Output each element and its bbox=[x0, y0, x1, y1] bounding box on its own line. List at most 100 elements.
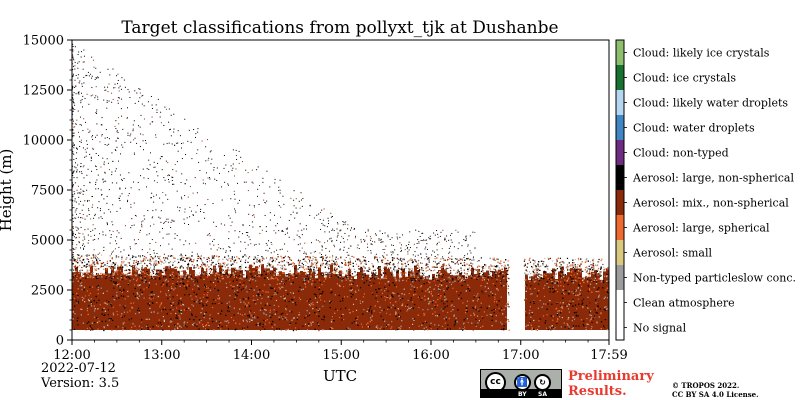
pixel bbox=[304, 281, 307, 283]
pixel bbox=[86, 269, 88, 271]
pixel bbox=[574, 294, 577, 296]
pixel bbox=[390, 327, 392, 329]
pixel bbox=[266, 302, 268, 304]
pixel bbox=[215, 268, 218, 270]
pixel bbox=[427, 257, 429, 259]
pixel bbox=[457, 263, 459, 265]
pixel bbox=[76, 260, 79, 262]
pixel bbox=[545, 297, 547, 299]
pixel bbox=[76, 302, 78, 304]
pixel bbox=[115, 262, 117, 264]
pixel bbox=[124, 315, 126, 317]
pixel bbox=[169, 285, 171, 287]
pixel bbox=[552, 286, 555, 288]
pixel bbox=[557, 310, 559, 312]
pixel bbox=[183, 283, 185, 285]
pixel bbox=[204, 265, 206, 267]
pixel bbox=[259, 289, 261, 291]
pixel bbox=[507, 304, 509, 306]
pixel bbox=[165, 257, 167, 259]
pixel bbox=[389, 295, 391, 297]
pixel bbox=[153, 311, 155, 313]
pixel bbox=[499, 310, 501, 312]
pixel bbox=[573, 262, 575, 264]
pixel bbox=[576, 269, 578, 271]
pixel bbox=[248, 268, 250, 270]
pixel bbox=[526, 266, 528, 268]
pixel bbox=[465, 277, 468, 280]
pixel bbox=[464, 318, 466, 320]
pixel bbox=[494, 293, 497, 295]
pixel bbox=[84, 294, 86, 297]
pixel bbox=[457, 298, 460, 300]
pixel bbox=[318, 329, 320, 332]
pixel bbox=[84, 301, 86, 303]
pixel bbox=[577, 287, 579, 289]
pixel bbox=[439, 283, 441, 286]
pixel bbox=[286, 313, 288, 315]
pixel bbox=[422, 269, 424, 272]
pixel bbox=[96, 302, 98, 304]
pixel bbox=[203, 313, 206, 315]
layer-column bbox=[246, 270, 249, 330]
pixel bbox=[218, 274, 220, 276]
pixel bbox=[158, 275, 160, 278]
pixel bbox=[428, 274, 430, 277]
pixel bbox=[217, 295, 220, 297]
pixel bbox=[91, 328, 93, 330]
pixel bbox=[502, 276, 504, 278]
pixel bbox=[482, 273, 485, 275]
pixel bbox=[318, 315, 320, 317]
pixel bbox=[142, 271, 144, 273]
pixel bbox=[203, 263, 205, 265]
pixel bbox=[270, 298, 272, 300]
pixel bbox=[453, 305, 455, 307]
pixel bbox=[365, 263, 367, 265]
pixel bbox=[368, 268, 370, 270]
pixel bbox=[420, 299, 422, 301]
pixel bbox=[229, 318, 231, 320]
pixel bbox=[298, 261, 301, 263]
pixel bbox=[408, 327, 411, 329]
pixel bbox=[191, 304, 193, 306]
pixel bbox=[350, 261, 352, 264]
pixel bbox=[136, 309, 139, 311]
pixel bbox=[408, 317, 410, 319]
pixel bbox=[560, 276, 562, 278]
pixel bbox=[386, 279, 389, 281]
pixel bbox=[294, 275, 296, 277]
pixel bbox=[285, 289, 287, 292]
pixel bbox=[132, 265, 134, 267]
pixel bbox=[403, 288, 405, 290]
pixel bbox=[441, 276, 443, 278]
pixel bbox=[538, 278, 540, 280]
pixel bbox=[395, 279, 397, 281]
pixel bbox=[256, 274, 258, 276]
pixel bbox=[596, 321, 598, 323]
pixel bbox=[163, 276, 165, 278]
pixel bbox=[233, 260, 235, 262]
pixel bbox=[443, 259, 445, 261]
layer-column bbox=[411, 271, 414, 330]
pixel bbox=[472, 269, 475, 271]
pixel bbox=[262, 326, 264, 328]
pixel bbox=[317, 322, 319, 324]
pixel bbox=[405, 280, 408, 282]
pixel bbox=[345, 264, 347, 266]
pixel bbox=[255, 295, 258, 297]
pixel bbox=[550, 326, 553, 328]
pixel bbox=[333, 272, 335, 274]
pixel bbox=[87, 305, 89, 307]
pixel bbox=[334, 269, 336, 271]
layer-column bbox=[576, 268, 579, 330]
pixel bbox=[352, 303, 355, 305]
pixel bbox=[396, 318, 399, 320]
pixel bbox=[500, 280, 502, 282]
pixel bbox=[124, 277, 126, 279]
pixel bbox=[445, 298, 447, 300]
pixel bbox=[147, 326, 149, 329]
layer-column bbox=[597, 273, 600, 330]
pixel bbox=[346, 270, 348, 273]
pixel bbox=[340, 272, 342, 274]
pixel bbox=[157, 322, 159, 324]
